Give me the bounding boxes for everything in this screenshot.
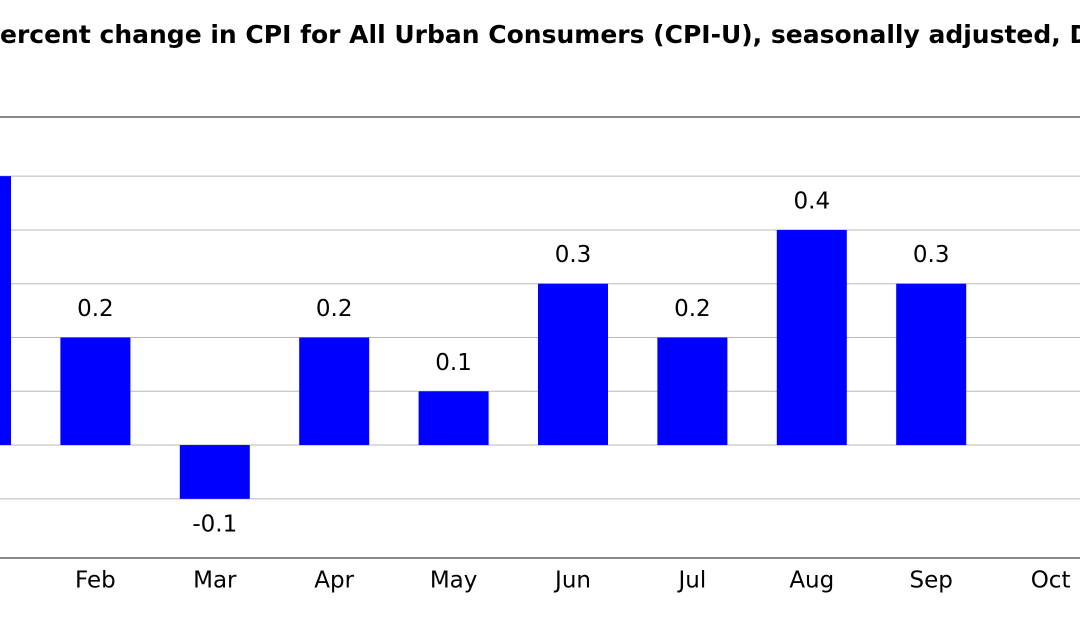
x-tick-label: Jul (677, 568, 707, 594)
x-tick-label: Feb (75, 568, 116, 594)
x-tick-label: Sep (910, 568, 953, 594)
x-tick-label: Jun (553, 568, 591, 594)
bar (60, 337, 131, 446)
data-label: 0.4 (794, 188, 831, 214)
data-label: 0.2 (316, 296, 353, 322)
bar (657, 337, 728, 446)
x-tick-label: Oct (1031, 568, 1071, 594)
data-label: 0.2 (674, 296, 711, 322)
x-tick-label: Apr (314, 568, 354, 594)
data-label: 0.3 (555, 242, 592, 268)
bar (299, 337, 370, 446)
bar (179, 445, 250, 499)
x-tick-label: May (430, 568, 478, 594)
x-tick-label: Aug (789, 568, 834, 594)
data-label: 0.1 (435, 350, 472, 376)
data-label: -0.1 (192, 511, 237, 537)
data-label: 0.2 (77, 296, 114, 322)
bar (418, 391, 489, 446)
bar (776, 229, 847, 446)
bar (896, 283, 967, 446)
data-label: 0.3 (913, 242, 950, 268)
bar (0, 176, 11, 446)
x-tick-label: Mar (193, 568, 237, 594)
chart-title: ercent change in CPI for All Urban Consu… (0, 20, 1080, 49)
bar (538, 283, 608, 446)
